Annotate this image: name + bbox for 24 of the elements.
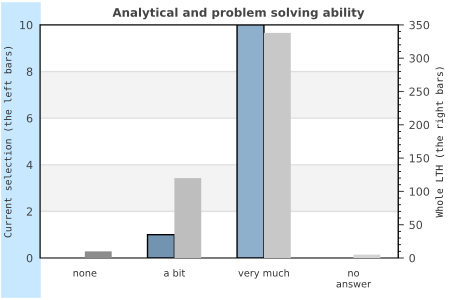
x-tick-label: very much [238,269,289,279]
y2-tick-label: 50 [410,220,422,230]
bar [174,178,202,258]
y2-tick-label: 350 [410,20,430,30]
y-axis-title: Current selection (the left bars) [4,46,13,238]
bar [353,254,380,258]
y-tick-label: 4 [26,160,32,169]
y2-tick-label: 0 [409,254,415,262]
y-tick-label: 0 [26,254,32,262]
x-tick-label: no answer [336,271,372,288]
x-tick-label: none [74,271,96,277]
y2-tick-label: 150 [410,154,430,162]
y2-tick-label: 250 [409,87,430,96]
x-tick-label: a bit [164,269,186,277]
y-tick-label: 10 [20,20,32,30]
chart-title: Analytical and problem solving ability [112,8,364,20]
y2-tick-label: 200 [409,120,430,130]
y-tick-label: 2 [26,207,32,216]
y2-axis-title: Whole LTH (the right bars) [435,67,445,218]
y2-tick-label: 100 [410,187,430,196]
y-tick-label: 6 [26,114,32,123]
y2-tick-label: 300 [410,54,430,63]
y-tick-label: 8 [26,67,32,76]
bar [84,251,112,258]
